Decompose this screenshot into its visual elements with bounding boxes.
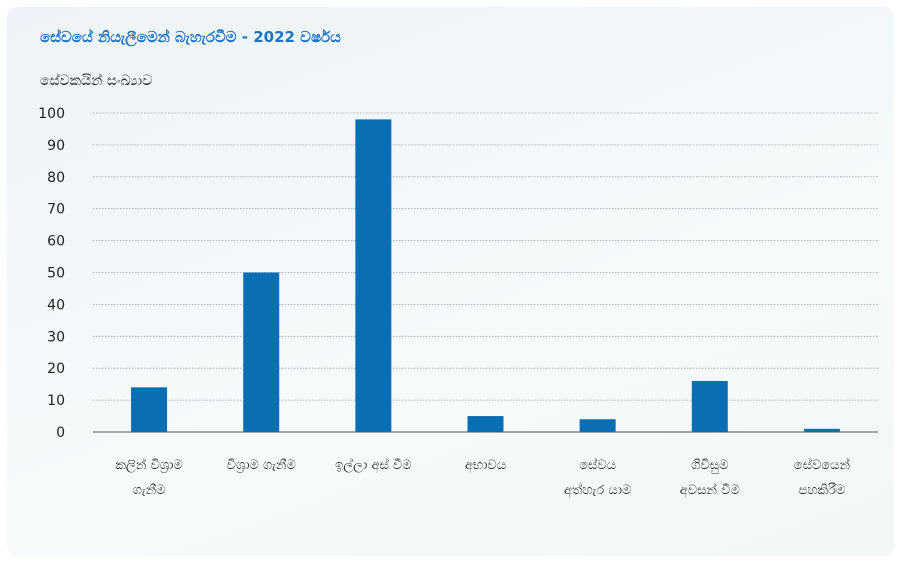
y-tick-label: 40 [47,297,65,313]
y-tick-label: 100 [38,106,65,122]
y-tick-label: 30 [47,329,65,345]
y-axis-label: සේවකයින් සංඛ්‍යාව [40,73,153,89]
y-tick-label: 10 [47,393,65,409]
y-tick-label: 0 [56,425,65,441]
y-tick-label: 70 [47,202,65,218]
bar [355,119,392,432]
chart-card [7,7,894,556]
bar [243,272,280,432]
x-tick-label: පහකිරීම [799,482,846,498]
y-tick-label: 20 [47,361,65,377]
x-tick-label: ඉල්ලා අස් වීම [335,457,412,473]
bar [467,416,504,432]
x-tick-label: කලින් විශ්‍රාම [115,457,182,473]
x-tick-label: අභාවය [465,458,506,473]
x-tick-label: ගැනීම [133,483,166,498]
bar [131,387,168,432]
x-tick-label: අත්හැර යාම [564,482,631,498]
x-tick-label: සේවයෙන් [794,457,851,473]
y-tick-label: 90 [47,138,65,154]
x-tick-label: අවසන් වීම [680,482,740,498]
bar [691,380,728,432]
x-tick-label: විශ්‍රාම ගැනීම [227,458,296,473]
y-tick-label: 50 [47,266,65,282]
bar [579,419,616,432]
bar [803,428,840,432]
chart-title: සේවයේ නියැලීමෙන් බැහැරවීම - 2022 වර්ෂය [40,28,341,46]
y-tick-label: 60 [47,234,65,250]
x-tick-label: ගිවිසුම [691,458,728,473]
y-tick-label: 80 [47,170,65,186]
x-tick-label: සේවය [579,457,616,473]
